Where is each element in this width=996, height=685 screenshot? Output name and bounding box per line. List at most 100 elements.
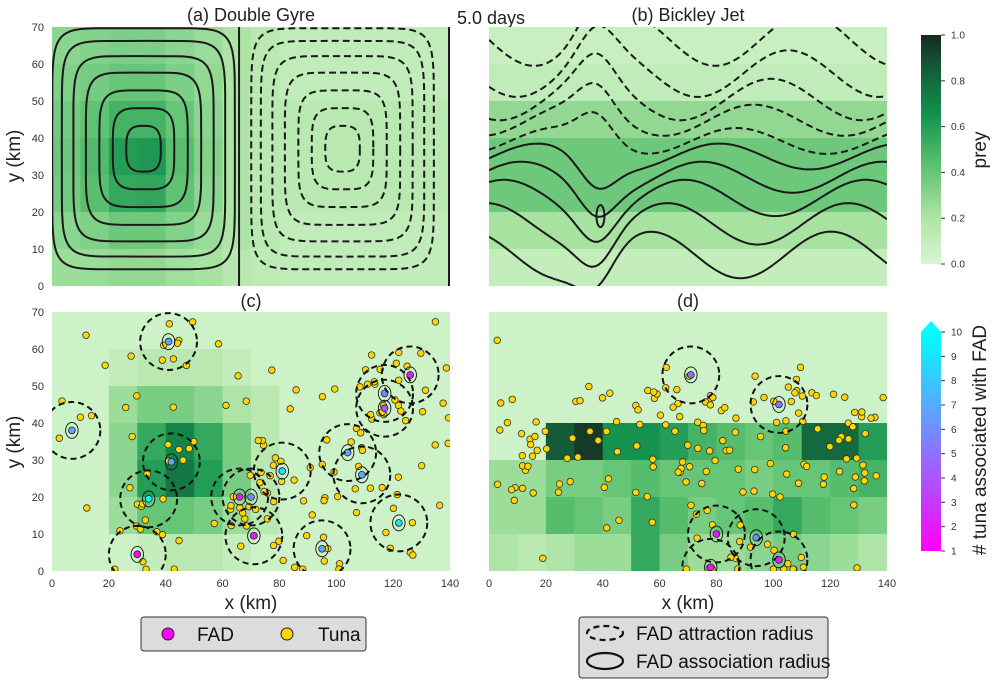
fad-association-radius [340, 444, 355, 462]
prey-cell [716, 349, 746, 387]
prey-cell [80, 423, 110, 461]
prey-cell [52, 101, 82, 139]
fad-point [133, 550, 142, 559]
tuna-point [528, 452, 537, 460]
prey-cell [336, 386, 366, 424]
prey-cell [421, 249, 450, 286]
prey-cell [574, 497, 604, 535]
tuna-point [403, 362, 411, 370]
fad-association-radius [164, 453, 179, 471]
streamline-solid [111, 107, 176, 191]
fad-point [144, 495, 153, 503]
prey-cell [602, 349, 632, 387]
tuna-point [687, 501, 695, 509]
panel-d [489, 312, 887, 571]
tuna-point [127, 352, 135, 360]
prey-cell [222, 534, 252, 571]
prey-cell [108, 497, 138, 535]
prey-cell [773, 497, 803, 535]
prey-cell [194, 27, 224, 65]
prey-cell [659, 64, 689, 102]
prey-cell [858, 423, 887, 461]
fad-association-radius [244, 488, 258, 506]
tuna-point [662, 421, 670, 429]
prey-cell [251, 312, 281, 350]
prey-cell [744, 349, 774, 387]
tuna-point [185, 444, 193, 453]
prey-cell [545, 497, 575, 535]
tuna-point [782, 417, 790, 425]
tuna-point [731, 428, 740, 436]
fad-point [775, 556, 783, 564]
prey-cell [545, 312, 575, 350]
prey-cell [659, 27, 689, 65]
x-tick-label: 140 [878, 578, 896, 590]
prey-cell [194, 534, 224, 571]
tuna-point [529, 489, 537, 497]
fad-attraction-radius [681, 537, 741, 571]
legend-fad-label: FAD [197, 625, 234, 646]
tuna-point [698, 479, 706, 488]
tuna-point [678, 458, 687, 466]
tuna-point [820, 473, 828, 481]
prey-cell [545, 349, 575, 387]
prey-cell [279, 138, 309, 176]
tuna-point [493, 480, 502, 488]
prey-cell [858, 497, 887, 535]
y-tick-label: 70 [32, 307, 44, 319]
tuna-point [401, 416, 410, 425]
prey-cell [222, 249, 252, 286]
tuna-point [636, 420, 644, 429]
prey-cell [279, 27, 309, 65]
prey-cell [773, 312, 803, 350]
tuna-point [802, 462, 811, 471]
prey-cell [830, 312, 860, 350]
y-tick-label: 0 [38, 281, 44, 293]
tuna-point [700, 426, 708, 435]
tuna-point [776, 493, 784, 501]
fad-point [687, 371, 695, 379]
tuna-point [705, 447, 714, 455]
fad-point [278, 467, 287, 475]
tuna-point [159, 341, 168, 349]
x-tick-label: 80 [710, 578, 722, 590]
prey-cell [716, 27, 746, 65]
tuna-point [649, 463, 657, 471]
prey-cell [336, 64, 366, 102]
prey-cell [364, 423, 394, 461]
prey-cell [773, 138, 803, 176]
tuna-point [594, 436, 602, 445]
prey-cell [659, 249, 689, 286]
prey-cell [688, 312, 718, 350]
prey-cell [222, 27, 252, 65]
prey-cell [52, 138, 82, 176]
fad-point [406, 371, 415, 379]
tuna-point [347, 438, 355, 446]
fad-colorbar-tick-label: 9 [951, 352, 957, 363]
prey-cell [336, 349, 366, 387]
prey-cell [222, 64, 252, 102]
y-tick-label: 70 [32, 22, 44, 34]
tuna-point [770, 546, 778, 554]
tuna-point [782, 470, 791, 478]
fad-attraction-radius [224, 506, 284, 566]
prey-cell [517, 534, 547, 571]
tuna-point [860, 477, 869, 485]
tuna-point [508, 395, 516, 404]
prey-cell [251, 212, 281, 250]
tuna-point [600, 483, 609, 492]
tuna-point [585, 382, 593, 391]
prey-cell [688, 64, 718, 102]
prey-cell [773, 27, 803, 65]
tuna-point [395, 376, 403, 384]
prey-cell [336, 27, 366, 65]
tuna-point [859, 461, 867, 469]
fad-association-radius [141, 490, 156, 508]
tuna-point [158, 530, 167, 539]
tuna-point [613, 447, 622, 456]
tuna-point [851, 408, 859, 417]
prey-cell [194, 101, 224, 139]
prey-cell [773, 460, 803, 498]
prey-cell [80, 460, 110, 498]
prey-cell [659, 497, 689, 535]
